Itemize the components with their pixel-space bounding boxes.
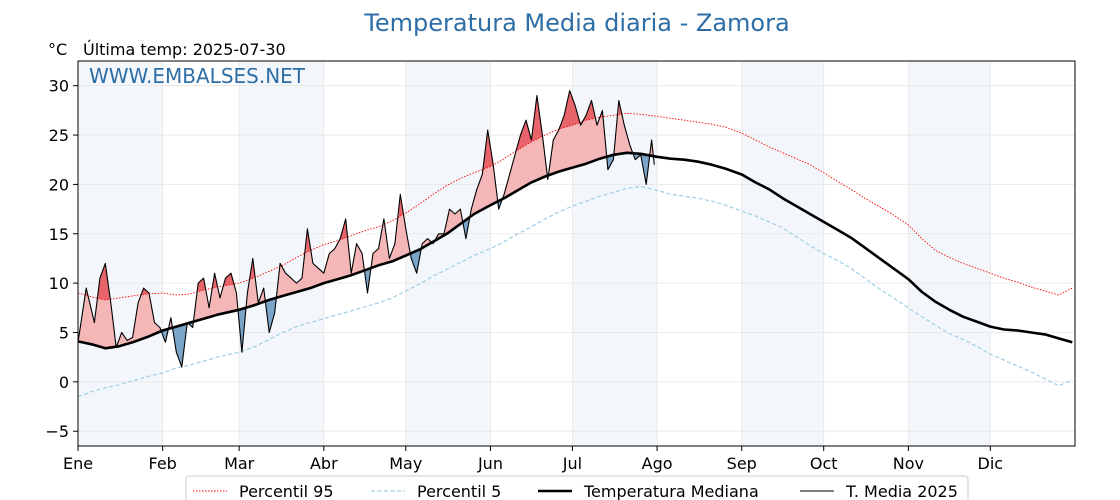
anomaly-fills bbox=[78, 90, 655, 367]
x-tick-label: Dic bbox=[978, 454, 1004, 473]
x-tick-label: Feb bbox=[149, 454, 177, 473]
x-tick-label: Oct bbox=[810, 454, 838, 473]
x-tick-label: Mar bbox=[224, 454, 255, 473]
fill-above-p95 bbox=[142, 288, 149, 295]
y-tick-label: 15 bbox=[49, 225, 69, 244]
fill-below-median bbox=[160, 328, 169, 343]
x-tick-label: Sep bbox=[727, 454, 757, 473]
x-tick-label: Jul bbox=[562, 454, 582, 473]
line-p95 bbox=[77, 112, 1073, 301]
fill-below-median bbox=[633, 153, 650, 185]
y-tick-label: 20 bbox=[49, 175, 69, 194]
chart-title: Temperatura Media diaria - Zamora bbox=[363, 9, 789, 37]
legend-box bbox=[185, 475, 969, 500]
legend-label: T. Media 2025 bbox=[845, 482, 958, 500]
month-band bbox=[78, 61, 163, 446]
plot-frame bbox=[77, 60, 1076, 447]
fill-below-median bbox=[172, 323, 187, 367]
month-band bbox=[908, 61, 991, 446]
fill-below-median bbox=[364, 267, 371, 293]
fill-above-median bbox=[116, 288, 161, 347]
x-tick-label: Ago bbox=[642, 454, 673, 473]
y-tick-label: 0 bbox=[59, 373, 69, 392]
line-median bbox=[77, 151, 1073, 350]
x-tick-label: May bbox=[389, 454, 422, 473]
x-tick-label: Jun bbox=[477, 454, 503, 473]
fill-above-p95 bbox=[98, 263, 110, 300]
line-p5 bbox=[77, 185, 1073, 398]
fill-above-p95 bbox=[516, 95, 543, 151]
fill-below-median bbox=[607, 154, 615, 170]
x-tick-label: Ene bbox=[63, 454, 93, 473]
fill-below-median bbox=[410, 248, 422, 274]
y-tick-label: 10 bbox=[49, 274, 69, 293]
fill-above-p95 bbox=[198, 278, 205, 292]
legend-label: Percentil 5 bbox=[417, 482, 501, 500]
fill-above-median bbox=[435, 209, 463, 241]
y-tick-label: 30 bbox=[49, 77, 69, 96]
fill-above-median bbox=[502, 95, 548, 199]
watermark: WWW.EMBALSES.NET bbox=[89, 64, 306, 88]
fill-above-p95 bbox=[483, 130, 494, 170]
legend-label: Temperatura Mediana bbox=[583, 482, 759, 500]
axes: −5 0 5 10 15 20 25 30 Ene Feb Mar Abr May Jun Jul Ago Se… bbox=[45, 77, 1003, 473]
y-tick-label: 25 bbox=[49, 126, 69, 145]
x-tick-label: Abr bbox=[310, 454, 338, 473]
series-lines bbox=[77, 90, 1073, 398]
x-tick-label: Nov bbox=[893, 454, 924, 473]
unit-label: °C bbox=[48, 40, 67, 59]
month-band bbox=[741, 61, 824, 446]
line-2025 bbox=[77, 90, 655, 368]
y-tick-label: −5 bbox=[45, 422, 69, 441]
legend: Percentil 95 Percentil 5 Temperatura Media… bbox=[185, 475, 969, 500]
y-tick-label: 5 bbox=[59, 323, 69, 342]
fill-above-p95 bbox=[560, 90, 580, 129]
last-temp-label: Última temp: 2025-07-30 bbox=[83, 40, 286, 59]
legend-label: Percentil 95 bbox=[239, 482, 334, 500]
